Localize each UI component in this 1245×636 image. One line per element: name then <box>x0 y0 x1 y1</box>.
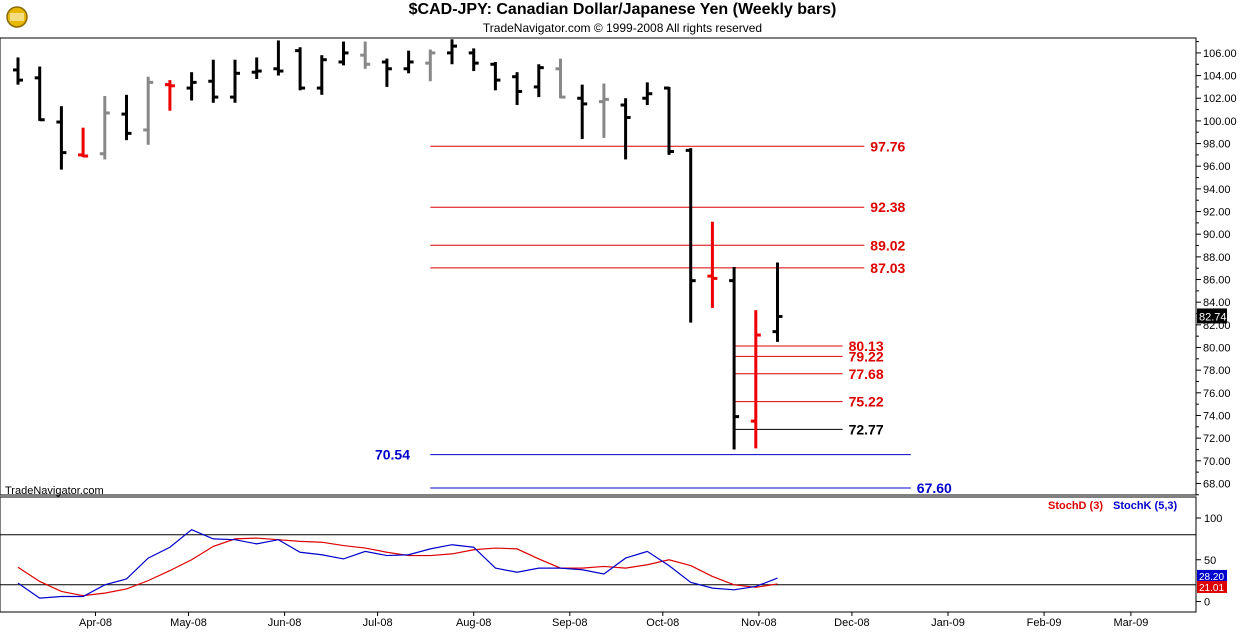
level-label-92.38: 92.38 <box>870 199 905 215</box>
price-tick-label: 80.00 <box>1203 343 1231 355</box>
watermark-text: TradeNavigator.com <box>5 485 104 497</box>
tradenavigator-logo <box>6 6 28 28</box>
x-axis-label: Oct-08 <box>646 617 679 629</box>
price-panel-frame <box>0 37 1197 496</box>
stoch-k-value: 28.20 <box>1199 572 1224 583</box>
level-label-97.76: 97.76 <box>870 138 905 154</box>
price-tick-label: 68.00 <box>1203 478 1231 490</box>
price-tick-label: 98.00 <box>1203 139 1231 151</box>
stoch-d-line <box>17 537 778 597</box>
level-label-67.60: 67.60 <box>917 480 952 496</box>
logo-highlight-icon <box>10 13 24 21</box>
x-axis-label: Nov-08 <box>741 617 776 629</box>
price-tick-label: 100.00 <box>1203 116 1237 128</box>
stoch-tick-label: 50 <box>1204 555 1216 567</box>
x-axis-label: Aug-08 <box>456 617 491 629</box>
x-axis-label: Feb-09 <box>1027 617 1062 629</box>
level-label-70.54: 70.54 <box>375 447 410 463</box>
x-axis-label: Apr-08 <box>79 617 112 629</box>
level-label-72.77: 72.77 <box>849 421 884 437</box>
price-tick-label: 104.00 <box>1203 71 1237 83</box>
stoch-d-value-box <box>1197 580 1227 593</box>
x-axis-label: Jun-08 <box>268 617 302 629</box>
price-tick-label: 84.00 <box>1203 297 1231 309</box>
price-tick-label: 72.00 <box>1203 433 1231 445</box>
price-tick-label: 96.00 <box>1203 161 1231 173</box>
x-axis-label: May-08 <box>170 617 207 629</box>
stoch-panel-frame <box>0 496 1197 613</box>
x-axis-label: Sep-08 <box>552 617 587 629</box>
stoch-tick-label: 100 <box>1204 513 1222 525</box>
x-axis-label: Jan-09 <box>931 617 965 629</box>
price-tick-label: 76.00 <box>1203 388 1231 400</box>
price-tick-label: 94.00 <box>1203 184 1231 196</box>
x-axis-label: Mar-09 <box>1113 617 1148 629</box>
price-tick-label: 74.00 <box>1203 410 1231 422</box>
level-label-87.03: 87.03 <box>870 260 905 276</box>
last-price-box <box>1197 308 1227 324</box>
level-label-80.13: 80.13 <box>849 338 884 354</box>
x-axis-label: Jul-08 <box>363 617 393 629</box>
price-tick-label: 86.00 <box>1203 275 1231 287</box>
stoch-k-value-box <box>1197 569 1227 582</box>
level-label-75.22: 75.22 <box>849 394 884 410</box>
stoch-d-legend: StochD (3) <box>1048 500 1103 512</box>
stoch-d-value: 21.01 <box>1199 583 1224 594</box>
level-label-79.22: 79.22 <box>849 348 884 364</box>
price-tick-label: 92.00 <box>1203 207 1231 219</box>
copyright-subtitle: TradeNavigator.com © 1999-2008 All right… <box>482 21 763 35</box>
price-tick-label: 88.00 <box>1203 252 1231 264</box>
price-tick-label: 70.00 <box>1203 456 1231 468</box>
price-tick-label: 78.00 <box>1203 365 1231 377</box>
stoch-k-line <box>17 528 778 599</box>
price-tick-label: 106.00 <box>1203 48 1237 60</box>
price-tick-label: 90.00 <box>1203 229 1231 241</box>
x-axis-label: Dec-08 <box>834 617 869 629</box>
stoch-tick-label: 0 <box>1204 597 1210 609</box>
level-label-89.02: 89.02 <box>870 237 905 253</box>
stoch-k-legend: StochK (5,3) <box>1113 500 1178 512</box>
last-price-label: 82.74 <box>1199 311 1227 323</box>
chart-title: $CAD-JPY: Canadian Dollar/Japanese Yen (… <box>408 1 837 18</box>
level-label-77.68: 77.68 <box>849 366 884 382</box>
price-tick-label: 102.00 <box>1203 93 1237 105</box>
